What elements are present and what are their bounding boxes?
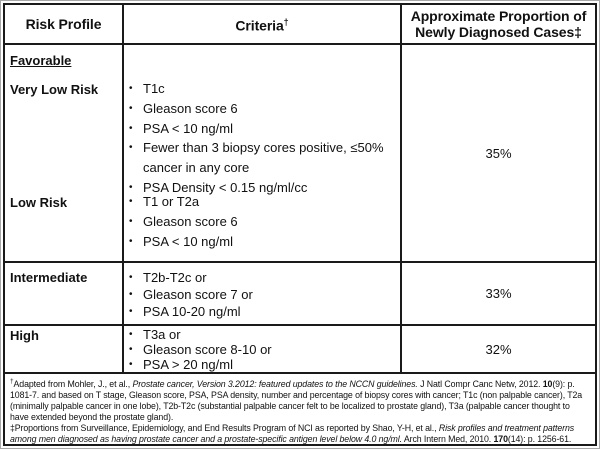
bullet-icon: • (129, 122, 133, 134)
criteria-text: PSA Density < 0.15 ng/ml/cc (143, 179, 308, 195)
high-criteria-list: • T3a or • Gleason score 8-10 or • PSA > 20 n… (124, 326, 400, 373)
favorable-proportion-value: 35% (485, 145, 512, 161)
high-proportion-value: 32% (485, 341, 512, 357)
criteria-item: • Gleason score 7 or (124, 286, 400, 303)
criteria-text: T1 or T2a (143, 194, 200, 209)
intermediate-proportion-value: 33% (485, 286, 512, 301)
criteria-item: • PSA 10-20 ng/ml (124, 303, 400, 320)
criteria-item: • T3a or (124, 327, 400, 342)
criteria-item: • Gleason score 6 (124, 99, 396, 119)
bullet-icon: • (129, 235, 133, 247)
criteria-item: • Gleason score 8-10 or (124, 342, 400, 357)
bullet-icon: • (129, 344, 133, 356)
criteria-item: • Fewer than 3 biopsy cores positive, ≤50… (124, 138, 396, 178)
footnotes-section: †Adapted from Mohler, J., et al., Prosta… (5, 374, 595, 445)
very-low-risk-label: Very Low Risk (10, 82, 99, 97)
criteria-text: PSA < 10 ng/ml (143, 233, 233, 249)
criteria-item: • PSA Density < 0.15 ng/ml/cc (124, 178, 396, 198)
bullet-icon: • (129, 289, 133, 301)
low-risk-label: Low Risk (10, 195, 68, 210)
criteria-text: T2b-T2c or (143, 270, 207, 285)
table-row-intermediate: Intermediate • T2b-T2c or • Gleason score 7… (5, 263, 595, 326)
intermediate-label: Intermediate (10, 270, 88, 285)
criteria-item: • T2b-T2c or (124, 269, 400, 286)
footnote-proportions-citation: ‡Proportions from Surveillance, Epidemio… (10, 422, 575, 444)
favorable-proportion-cell: 35% (402, 45, 595, 261)
favorable-criteria-cell: • T1c • Gleason score 6 • PSA < 10 ng/ml • Fewe… (124, 45, 402, 261)
favorable-heading: Favorable (10, 53, 72, 68)
col-header-risk-profile: Risk Profile (5, 5, 124, 43)
bullet-icon: • (129, 329, 133, 340)
criteria-text: T3a or (143, 327, 181, 342)
criteria-item: • PSA < 10 ng/ml (124, 232, 396, 252)
col-header-risk-profile-label: Risk Profile (25, 16, 102, 32)
bullet-icon: • (129, 102, 133, 114)
dagger-footnote-marker: † (283, 17, 289, 28)
criteria-item: • T1c (124, 79, 396, 99)
intermediate-risk-profile-cell: Intermediate (5, 263, 124, 324)
high-label: High (10, 328, 39, 343)
col-header-proportion: Approximate Proportion of Newly Diagnosed… (402, 5, 595, 43)
risk-stratification-table: Risk Profile Criteria† Approximate Propo… (3, 3, 597, 446)
bullet-icon: • (129, 83, 133, 94)
very-low-risk-criteria-list: • T1c • Gleason score 6 • PSA < 10 ng/ml • Fewe… (124, 79, 396, 198)
bullet-icon: • (129, 215, 133, 227)
criteria-item: • PSA > 20 ng/ml (124, 357, 400, 372)
criteria-item: • Gleason score 6 (124, 212, 396, 232)
criteria-text: PSA 10-20 ng/ml (143, 304, 241, 320)
bullet-icon: • (129, 196, 133, 207)
criteria-item: • PSA < 10 ng/ml (124, 119, 396, 139)
col-header-criteria: Criteria† (124, 5, 402, 43)
favorable-risk-profile-cell: Favorable Very Low Risk Low Risk (5, 45, 124, 261)
col-header-criteria-label: Criteria† (235, 17, 289, 34)
intermediate-proportion-cell: 33% (402, 263, 595, 324)
table-row-high: High • T3a or • Gleason score 8-10 or • PSA >… (5, 326, 595, 374)
criteria-text: Fewer than 3 biopsy cores positive, ≤50%… (143, 140, 384, 176)
intermediate-criteria-list: • T2b-T2c or • Gleason score 7 or • PSA 10-20… (124, 263, 400, 321)
intermediate-criteria-cell: • T2b-T2c or • Gleason score 7 or • PSA 10-20… (124, 263, 402, 324)
criteria-item: • T1 or T2a (124, 192, 396, 212)
criteria-text: Gleason score 7 or (143, 287, 253, 303)
bullet-icon: • (129, 359, 133, 371)
bullet-icon: • (129, 181, 133, 193)
col-header-proportion-label: Approximate Proportion of Newly Diagnosed… (410, 8, 587, 40)
table-row-favorable: Favorable Very Low Risk Low Risk • T1c • Gl… (5, 45, 595, 263)
criteria-text: Gleason score 8-10 or (143, 342, 272, 358)
high-criteria-cell: • T3a or • Gleason score 8-10 or • PSA > 20 n… (124, 326, 402, 372)
criteria-text: T1c (143, 81, 165, 96)
bullet-icon: • (129, 306, 133, 318)
criteria-text: Gleason score 6 (143, 213, 238, 229)
bullet-icon: • (129, 272, 133, 283)
high-proportion-cell: 32% (402, 326, 595, 372)
bullet-icon: • (129, 142, 133, 154)
footnote-adapted-citation: †Adapted from Mohler, J., et al., Prosta… (10, 378, 583, 422)
criteria-text: PSA > 20 ng/ml (143, 357, 233, 373)
criteria-text: PSA < 10 ng/ml (143, 120, 233, 136)
criteria-text: Gleason score 6 (143, 100, 238, 116)
high-risk-profile-cell: High (5, 326, 124, 372)
low-risk-criteria-list: • T1 or T2a • Gleason score 6 • PSA < 10 ng/m… (124, 192, 396, 251)
table-header-row: Risk Profile Criteria† Approximate Propo… (5, 5, 595, 45)
